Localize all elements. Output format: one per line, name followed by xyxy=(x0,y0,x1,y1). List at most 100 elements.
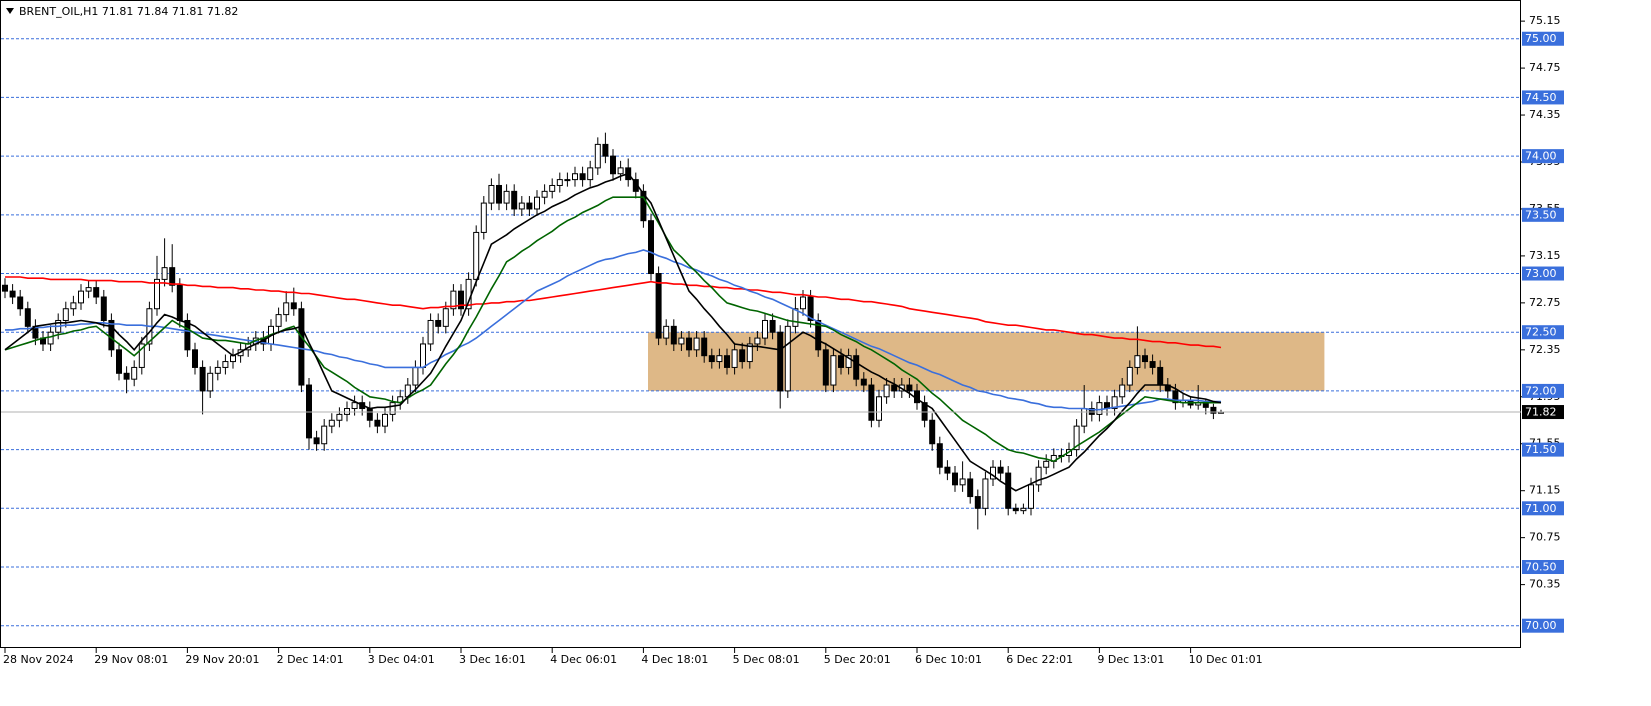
ma-line xyxy=(5,276,1222,349)
candle-body xyxy=(420,343,426,368)
candle-body xyxy=(974,496,981,509)
candle-body xyxy=(655,273,662,339)
candle-body xyxy=(321,425,328,445)
level-label-box xyxy=(1522,266,1564,281)
candle-body xyxy=(876,396,882,421)
candle-body xyxy=(1172,390,1179,404)
candle-body xyxy=(1088,408,1095,415)
candle-body xyxy=(800,296,806,310)
last-close: 71.82 xyxy=(207,5,239,18)
level-label: 70.50 xyxy=(1525,561,1557,574)
candle-body xyxy=(822,349,829,386)
candle-body xyxy=(731,349,738,368)
candle-body xyxy=(1012,507,1019,512)
candle-body xyxy=(70,302,77,310)
candle-body xyxy=(108,319,115,351)
y-tick-label: 74.35 xyxy=(1529,108,1561,121)
candle-body xyxy=(1134,355,1141,368)
candle-body xyxy=(161,267,168,280)
candle-body xyxy=(572,173,578,181)
candle-body xyxy=(427,319,434,345)
candle-body xyxy=(199,366,206,392)
candle-body xyxy=(450,290,457,310)
candle-body xyxy=(701,337,708,357)
candle-body xyxy=(511,190,518,210)
symbol: BRENT_OIL,H1 xyxy=(19,5,98,18)
x-tick-label: 28 Nov 2024 xyxy=(3,653,73,666)
y-tick-label: 72.35 xyxy=(1529,343,1561,356)
y-tick-label: 72.75 xyxy=(1529,296,1561,309)
y-tick-label: 70.35 xyxy=(1529,578,1561,591)
candle-body xyxy=(807,296,814,321)
candle-body xyxy=(952,472,958,486)
level-label: 71.00 xyxy=(1525,502,1557,515)
candle-body xyxy=(192,349,198,368)
x-tick-label: 3 Dec 04:01 xyxy=(368,653,435,666)
candle-body xyxy=(62,308,69,321)
candle-body xyxy=(541,190,548,198)
level-label-box xyxy=(1522,618,1564,633)
candle-body xyxy=(891,384,898,392)
candle-body xyxy=(883,384,890,398)
candle-body xyxy=(458,290,464,310)
candle-body xyxy=(853,355,860,380)
candle-body xyxy=(838,355,844,368)
candle-body xyxy=(936,443,943,468)
candle-body xyxy=(207,372,214,392)
candle-body xyxy=(503,190,510,204)
candle-body xyxy=(678,337,685,345)
candle-body xyxy=(85,287,92,292)
level-label: 73.00 xyxy=(1525,267,1557,280)
candle-body xyxy=(47,331,54,345)
candle-body xyxy=(306,384,312,439)
candle-body xyxy=(480,202,487,233)
candle-body xyxy=(868,384,875,421)
candle-body xyxy=(154,278,160,310)
candle-body xyxy=(724,355,730,368)
candle-body xyxy=(336,413,343,421)
candle-body xyxy=(762,319,768,339)
candle-body xyxy=(374,419,381,427)
price-label-box xyxy=(1522,405,1564,420)
ma-line xyxy=(5,249,1221,411)
level-label: 75.00 xyxy=(1525,32,1557,45)
candle-body xyxy=(24,308,31,327)
candle-body xyxy=(2,284,8,292)
candle-body xyxy=(534,196,540,210)
level-label: 74.50 xyxy=(1525,91,1557,104)
x-tick-label: 2 Dec 14:01 xyxy=(277,653,344,666)
candle-body xyxy=(777,331,784,392)
candle-body xyxy=(184,319,191,351)
x-tick-label: 29 Nov 08:01 xyxy=(94,653,168,666)
candle-body xyxy=(351,402,358,410)
candle-body xyxy=(929,419,936,445)
candle-body xyxy=(176,284,183,321)
candle-body xyxy=(344,408,350,415)
y-tick-label: 73.15 xyxy=(1529,249,1561,262)
candle-body xyxy=(131,366,138,380)
candle-body xyxy=(815,319,822,351)
candle-body xyxy=(610,155,616,175)
candle-body xyxy=(1157,366,1164,386)
candle-body xyxy=(389,402,396,415)
level-label-box xyxy=(1522,90,1564,105)
candle-body xyxy=(1073,425,1080,451)
candle-body xyxy=(275,314,282,327)
candle-body xyxy=(488,184,495,204)
candle-body xyxy=(617,167,624,175)
zone xyxy=(648,332,1325,391)
ma-line xyxy=(4,196,1221,463)
candle-body xyxy=(1126,366,1133,386)
candle-body xyxy=(496,184,502,204)
candle-body xyxy=(1028,484,1034,509)
candle-body xyxy=(366,408,373,421)
candle-body xyxy=(579,173,586,181)
candle-body xyxy=(1081,408,1088,427)
candle-body xyxy=(9,290,16,298)
y-tick-label: 75.15 xyxy=(1529,14,1561,27)
candle-body xyxy=(1149,361,1156,368)
level-label-box xyxy=(1522,383,1564,398)
last-low: 71.81 xyxy=(172,5,204,18)
